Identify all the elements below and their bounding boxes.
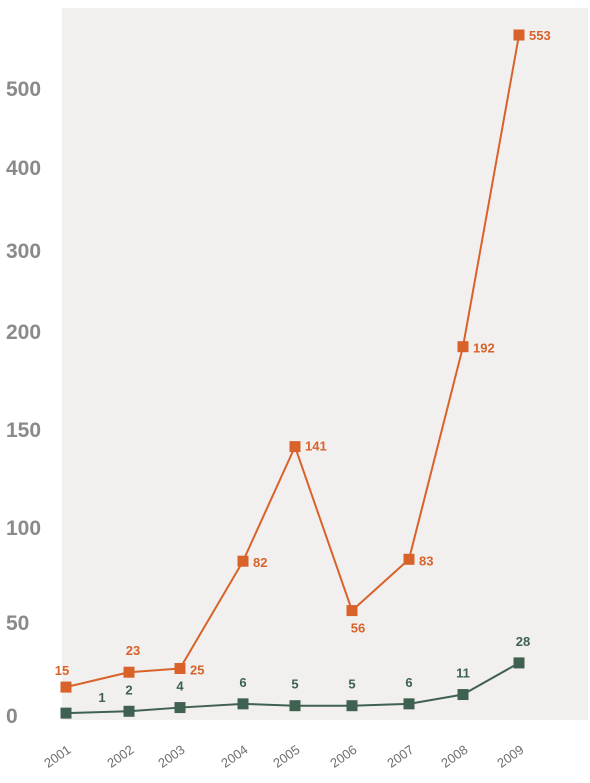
x-tick-label: 2006 [327,742,359,771]
data-label: 141 [305,439,327,454]
data-point [457,689,469,701]
plot-background [62,8,588,720]
data-point [174,663,186,674]
x-tick-label: 2004 [218,742,250,771]
data-label: 553 [529,28,551,43]
x-tick-label: 2001 [41,742,73,771]
data-label: 28 [516,634,530,649]
x-tick-label: 2003 [155,742,187,771]
data-point [403,553,415,565]
data-label: 23 [126,643,140,658]
data-label: 6 [405,675,412,690]
x-tick-label: 2007 [384,742,416,771]
data-point [60,707,72,719]
series-markers [60,29,525,719]
x-tick-label: 2005 [270,742,302,771]
data-point [60,681,72,693]
y-tick-label: 50 [6,612,29,635]
data-point [513,657,525,669]
x-tick-label: 2009 [494,742,526,771]
x-tick-label: 2002 [104,742,136,771]
data-point [123,666,135,678]
data-point [289,700,301,712]
data-label: 15 [55,663,69,678]
data-point [403,698,415,710]
data-point [237,698,249,710]
data-point [457,341,469,353]
data-label: 6 [239,675,246,690]
data-label: 2 [125,682,132,697]
x-tick-label: 2008 [438,742,470,771]
y-axis: 0 50 100 150 200 300 400 500 [6,78,41,728]
y-tick-label: 200 [6,321,41,344]
data-label: 1 [98,690,105,705]
data-point [513,29,525,41]
data-label: 4 [176,679,184,694]
y-tick-label: 100 [6,517,41,540]
data-point [289,441,301,453]
y-tick-label: 400 [6,157,41,180]
data-label: 192 [473,341,495,356]
y-tick-label: 500 [6,78,41,101]
data-label: 5 [348,677,355,692]
data-point [237,555,249,567]
data-point [346,605,358,617]
y-tick-label: 0 [6,705,18,728]
data-label: 11 [456,666,470,681]
y-tick-label: 150 [6,419,41,442]
data-point [123,705,135,717]
data-label: 5 [291,677,298,692]
y-tick-label: 300 [6,240,41,263]
data-label: 56 [351,621,365,636]
data-point [174,702,186,714]
data-label: 25 [190,663,204,678]
data-label: 82 [253,555,267,570]
data-point [346,700,358,712]
data-label: 83 [419,553,433,568]
x-axis: 2001 2002 2003 2004 2005 2006 2007 2008 2009 [41,742,526,771]
